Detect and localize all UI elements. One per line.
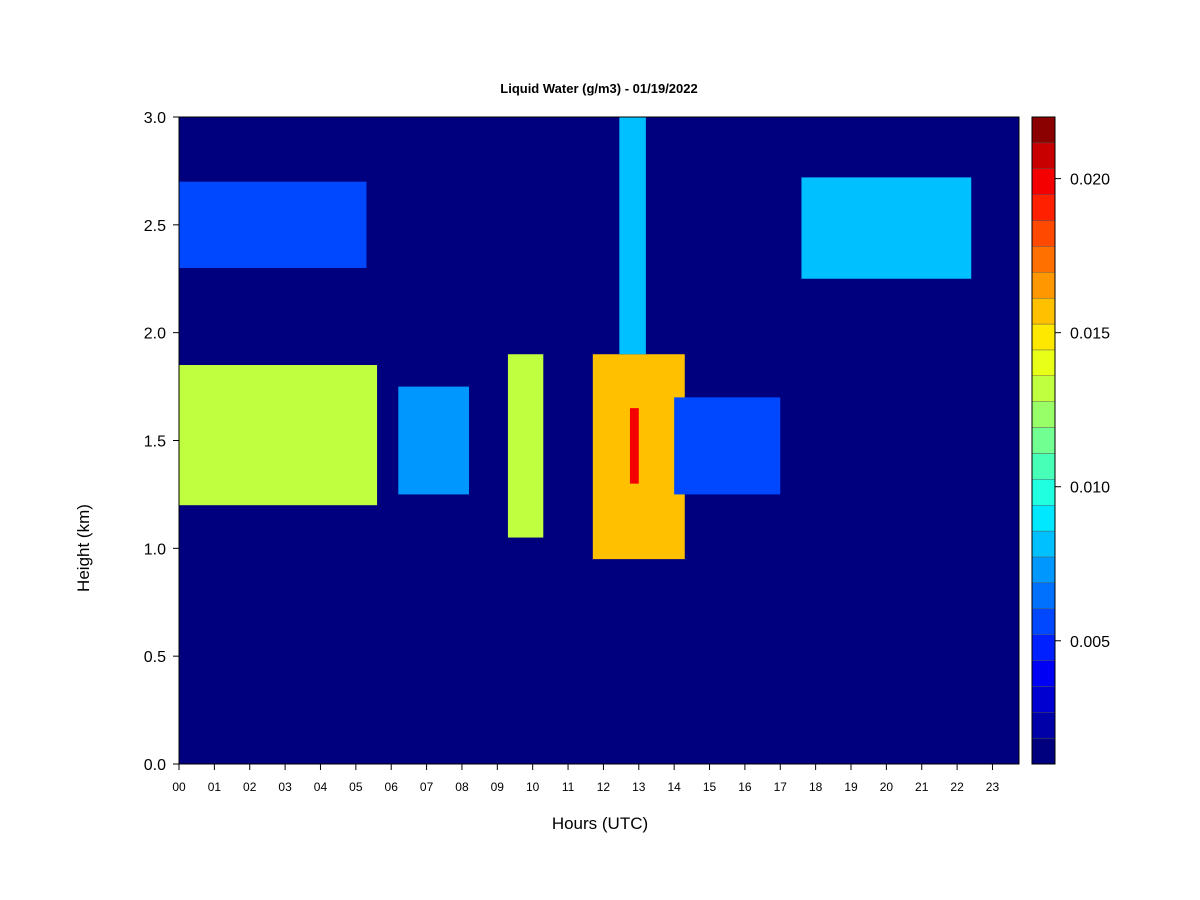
colorbar-swatch — [1031, 116, 1056, 144]
colorbar-tick-label: 0.010 — [1070, 480, 1110, 497]
colorbar-swatch — [1031, 168, 1056, 195]
colorbar-swatch — [1031, 556, 1056, 584]
x-tick-label: 14 — [667, 780, 681, 794]
colorbar-swatch — [1031, 530, 1056, 558]
colorbar-tick-label: 0.015 — [1070, 326, 1110, 343]
x-tick-label: 08 — [455, 780, 469, 794]
x-tick-label: 11 — [562, 780, 575, 794]
x-tick-label: 15 — [703, 780, 717, 794]
colorbar-swatch — [1031, 712, 1056, 739]
colorbar-swatch — [1031, 246, 1056, 273]
y-tick-label: 2.5 — [144, 218, 166, 235]
colorbar-swatch — [1031, 634, 1056, 661]
colorbar-swatch — [1031, 737, 1056, 765]
x-axis: 00 01 02 03 04 05 06 07 08 09 10 11 12 13 14 15 16 17 18 19… — [172, 763, 1019, 794]
x-tick-label: 12 — [597, 780, 611, 794]
heatmap-cell-region-9 — [801, 177, 972, 279]
y-tick-label: 0.5 — [144, 649, 166, 666]
colorbar-swatch — [1031, 142, 1056, 169]
x-tick-label: 04 — [314, 780, 328, 794]
colorbar-swatch — [1031, 427, 1056, 454]
x-tick-label: 16 — [738, 780, 752, 794]
colorbar-swatch — [1031, 505, 1056, 532]
heatmap-cell-region-8 — [674, 397, 781, 495]
x-tick-label: 18 — [809, 780, 823, 794]
colorbar: 0.005 0.010 0.015 0.020 — [1031, 116, 1110, 765]
y-tick-label: 3.0 — [144, 110, 166, 127]
y-tick-label: 1.0 — [144, 541, 166, 558]
colorbar-swatch — [1031, 220, 1056, 247]
colorbar-swatch — [1031, 582, 1056, 609]
x-tick-label: 05 — [349, 780, 363, 794]
chart-title: Liquid Water (g/m3) - 01/19/2022 — [500, 81, 697, 96]
colorbar-swatch — [1031, 297, 1056, 325]
colorbar-tick-label: 0.020 — [1070, 172, 1110, 189]
y-axis: 0.0 0.5 1.0 1.5 2.0 2.5 3.0 — [144, 110, 180, 774]
x-tick-label: 00 — [172, 780, 186, 794]
heatmap-cell-region-1 — [179, 365, 378, 506]
colorbar-swatch — [1031, 349, 1056, 377]
colorbar-border — [1031, 116, 1056, 765]
x-tick-label: 07 — [420, 780, 434, 794]
x-tick-label: 02 — [243, 780, 257, 794]
colorbar-swatch — [1031, 479, 1056, 506]
plot-area — [178, 116, 1020, 765]
colorbar-swatch — [1031, 401, 1056, 428]
colorbar-swatch — [1031, 453, 1056, 480]
x-tick-label: 19 — [844, 780, 858, 794]
colorbar-swatch — [1031, 323, 1056, 351]
y-tick-label: 0.0 — [144, 757, 166, 774]
x-tick-label: 10 — [526, 780, 540, 794]
x-tick-label: 01 — [208, 780, 222, 794]
x-tick-label: 17 — [774, 780, 788, 794]
x-tick-label: 22 — [950, 780, 964, 794]
x-tick-label: 09 — [491, 780, 505, 794]
x-tick-label: 21 — [915, 780, 929, 794]
colorbar-swatch — [1031, 686, 1056, 713]
x-axis-label: Hours (UTC) — [552, 814, 648, 833]
x-tick-label: 20 — [880, 780, 894, 794]
heatmap-cell-region-4 — [507, 354, 544, 538]
y-axis-label: Height (km) — [74, 504, 93, 592]
x-tick-label: 03 — [278, 780, 292, 794]
colorbar-swatch — [1031, 194, 1056, 221]
colorbar-swatch — [1031, 272, 1056, 299]
heatmap-cell-region-3 — [398, 386, 470, 495]
colorbar-swatch — [1031, 608, 1056, 635]
heatmap-cell-region-7 — [619, 117, 646, 355]
x-tick-label: 13 — [632, 780, 646, 794]
colorbar-swatch — [1031, 375, 1056, 402]
colorbar-swatch — [1031, 660, 1056, 687]
heatmap-cell-region-2 — [179, 181, 367, 268]
y-tick-label: 1.5 — [144, 434, 166, 451]
heatmap-cell-region-6 — [629, 408, 639, 484]
x-tick-label: 06 — [385, 780, 399, 794]
y-tick-label: 2.0 — [144, 326, 166, 343]
colorbar-tick-label: 0.005 — [1070, 634, 1110, 651]
x-tick-label: 23 — [986, 780, 1000, 794]
